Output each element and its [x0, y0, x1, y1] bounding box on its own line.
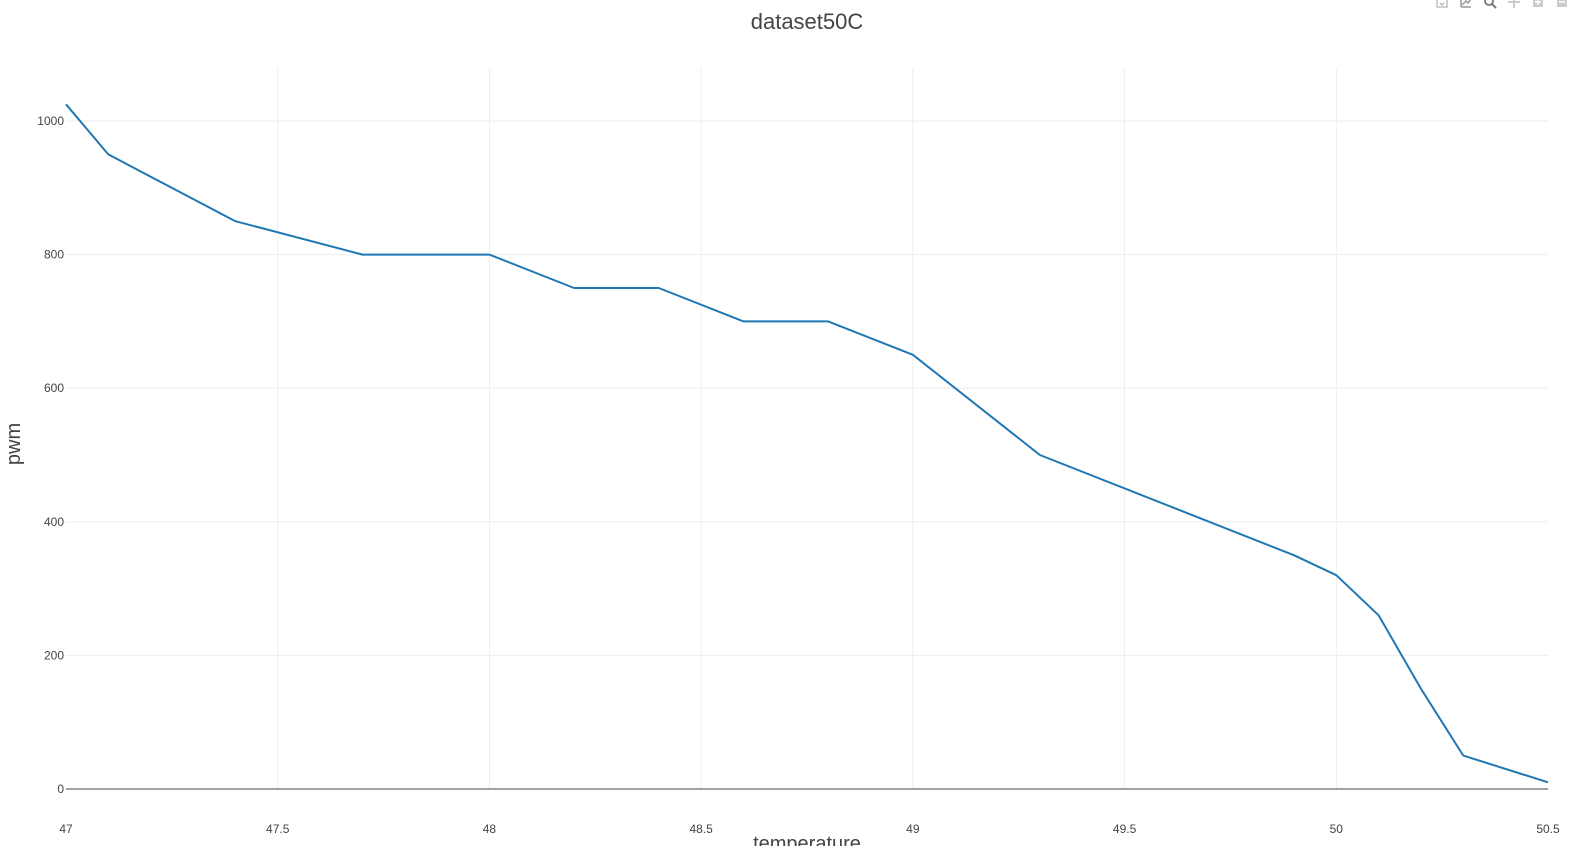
x-tick-label: 48	[483, 822, 497, 836]
modebar	[1434, 0, 1570, 10]
chart-title: dataset50C	[751, 9, 864, 34]
x-tick-labels: 47 47.5 48 48.5 49 49.5 50 50.5	[59, 822, 1560, 836]
download-plot-icon[interactable]	[1434, 0, 1450, 10]
x-tick-label: 49	[906, 822, 920, 836]
y-tick-label: 1000	[37, 114, 64, 128]
zoom-icon[interactable]	[1482, 0, 1498, 10]
y-axis-title: pwm	[3, 423, 25, 465]
x-tick-label: 47.5	[266, 822, 290, 836]
x-axis-title: temperature	[753, 833, 861, 846]
y-tick-label: 600	[44, 381, 64, 395]
y-tick-label: 800	[44, 248, 64, 262]
y-tick-label: 0	[57, 782, 64, 796]
series-layer	[65, 103, 1549, 784]
x-tick-label: 50	[1330, 822, 1344, 836]
zoom-out-icon[interactable]	[1554, 0, 1570, 10]
x-tick-label: 47	[59, 822, 73, 836]
y-tick-labels: 0 200 400 600 800 1000	[37, 114, 64, 796]
zoom-in-icon[interactable]	[1530, 0, 1546, 10]
y-tick-label: 200	[44, 648, 64, 662]
edit-chart-icon[interactable]	[1458, 0, 1474, 10]
pan-icon[interactable]	[1506, 0, 1522, 10]
series-line-0	[65, 103, 1549, 784]
x-tick-label: 49.5	[1113, 822, 1137, 836]
y-tick-label: 400	[44, 515, 64, 529]
gridlines	[66, 68, 1548, 789]
x-tick-label: 48.5	[689, 822, 713, 836]
x-tick-label: 50.5	[1536, 822, 1560, 836]
